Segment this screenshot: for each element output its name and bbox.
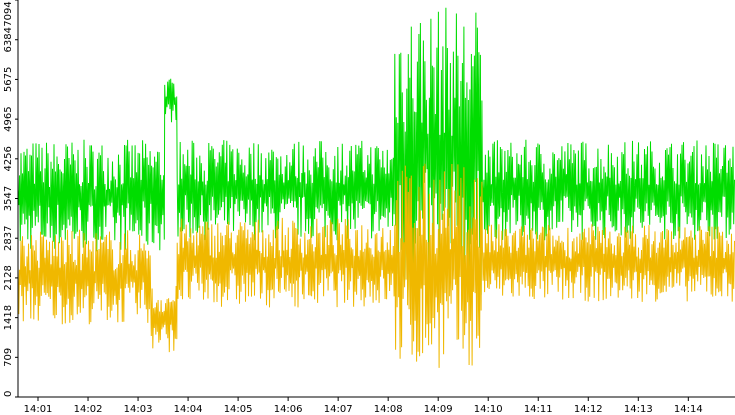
y-tick-label: 1418	[3, 305, 14, 330]
x-tick-label: 14:09	[424, 404, 453, 415]
x-tick-label: 14:11	[524, 404, 553, 415]
x-axis-ticks: 14:01 14:02 14:03 14:04 14:05 14:06 14:07 14:08…	[24, 397, 703, 415]
series-line-2	[17, 163, 735, 368]
x-tick-label: 14:05	[224, 404, 253, 415]
y-tick-label: 2837	[3, 226, 14, 251]
y-tick-label: 709	[3, 348, 14, 367]
y-tick-label: 5675	[3, 67, 14, 92]
x-tick-label: 14:10	[474, 404, 503, 415]
x-tick-label: 14:01	[24, 404, 53, 415]
x-tick-label: 14:04	[174, 404, 203, 415]
x-tick-label: 14:06	[274, 404, 303, 415]
y-tick-label: 4256	[3, 146, 14, 171]
x-tick-label: 14:12	[574, 404, 603, 415]
y-tick-label: 7094	[3, 1, 14, 26]
x-tick-label: 14:02	[74, 404, 103, 415]
x-tick-label: 14:14	[674, 404, 703, 415]
series-layer	[17, 7, 735, 368]
y-tick-label: 6384	[3, 27, 14, 52]
y-tick-label: 0	[3, 391, 14, 397]
x-tick-label: 14:13	[624, 404, 653, 415]
x-tick-label: 14:03	[124, 404, 153, 415]
y-tick-label: 4965	[3, 106, 14, 131]
series-line-1	[17, 7, 735, 296]
x-tick-label: 14:08	[374, 404, 403, 415]
y-tick-label: 3547	[3, 186, 14, 211]
y-tick-label: 2128	[3, 265, 14, 290]
x-tick-label: 14:07	[324, 404, 353, 415]
